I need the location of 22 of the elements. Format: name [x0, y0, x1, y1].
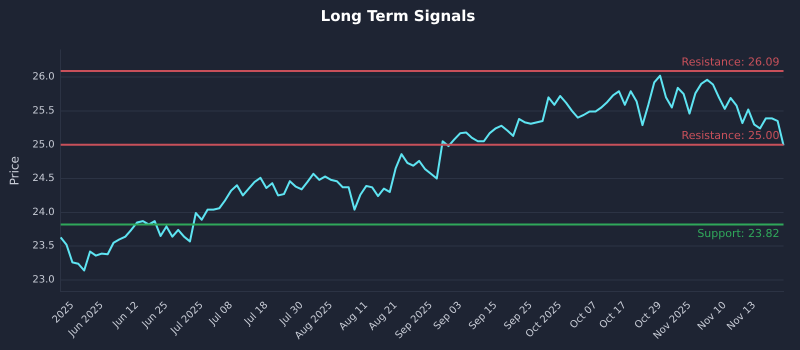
x-tick-label: Jun 12	[110, 300, 142, 331]
ref-line-label: Resistance: 25.00	[682, 129, 780, 142]
y-tick-label: 24.0	[32, 206, 55, 218]
x-tick-label: Nov 13	[725, 300, 758, 333]
x-tick-label: Jul 18	[242, 300, 270, 328]
y-tick-label: 23.5	[32, 240, 55, 252]
y-axis-title: Price	[7, 156, 22, 186]
ref-line-label: Resistance: 26.09	[682, 55, 780, 68]
y-tick-label: 23.0	[32, 274, 55, 286]
y-tick-label: 25.5	[32, 105, 55, 116]
x-tick-label: Oct 17	[598, 300, 629, 332]
x-tick-label: Jun 25	[140, 300, 170, 331]
x-tick-label: Aug 11	[337, 300, 370, 333]
y-tick-label: 26.0	[32, 72, 55, 83]
chart-title: Long Term Signals	[320, 6, 476, 25]
y-tick-label: 24.5	[32, 173, 55, 184]
x-tick-label: Oct 07	[568, 300, 600, 332]
y-tick-label: 25.0	[32, 139, 55, 150]
x-tick-label: Sep 03	[432, 300, 464, 332]
x-tick-label: Jul 08	[206, 300, 236, 328]
x-tick-label: Sep 15	[467, 300, 500, 332]
ref-line-label: Support: 23.82	[697, 226, 780, 240]
